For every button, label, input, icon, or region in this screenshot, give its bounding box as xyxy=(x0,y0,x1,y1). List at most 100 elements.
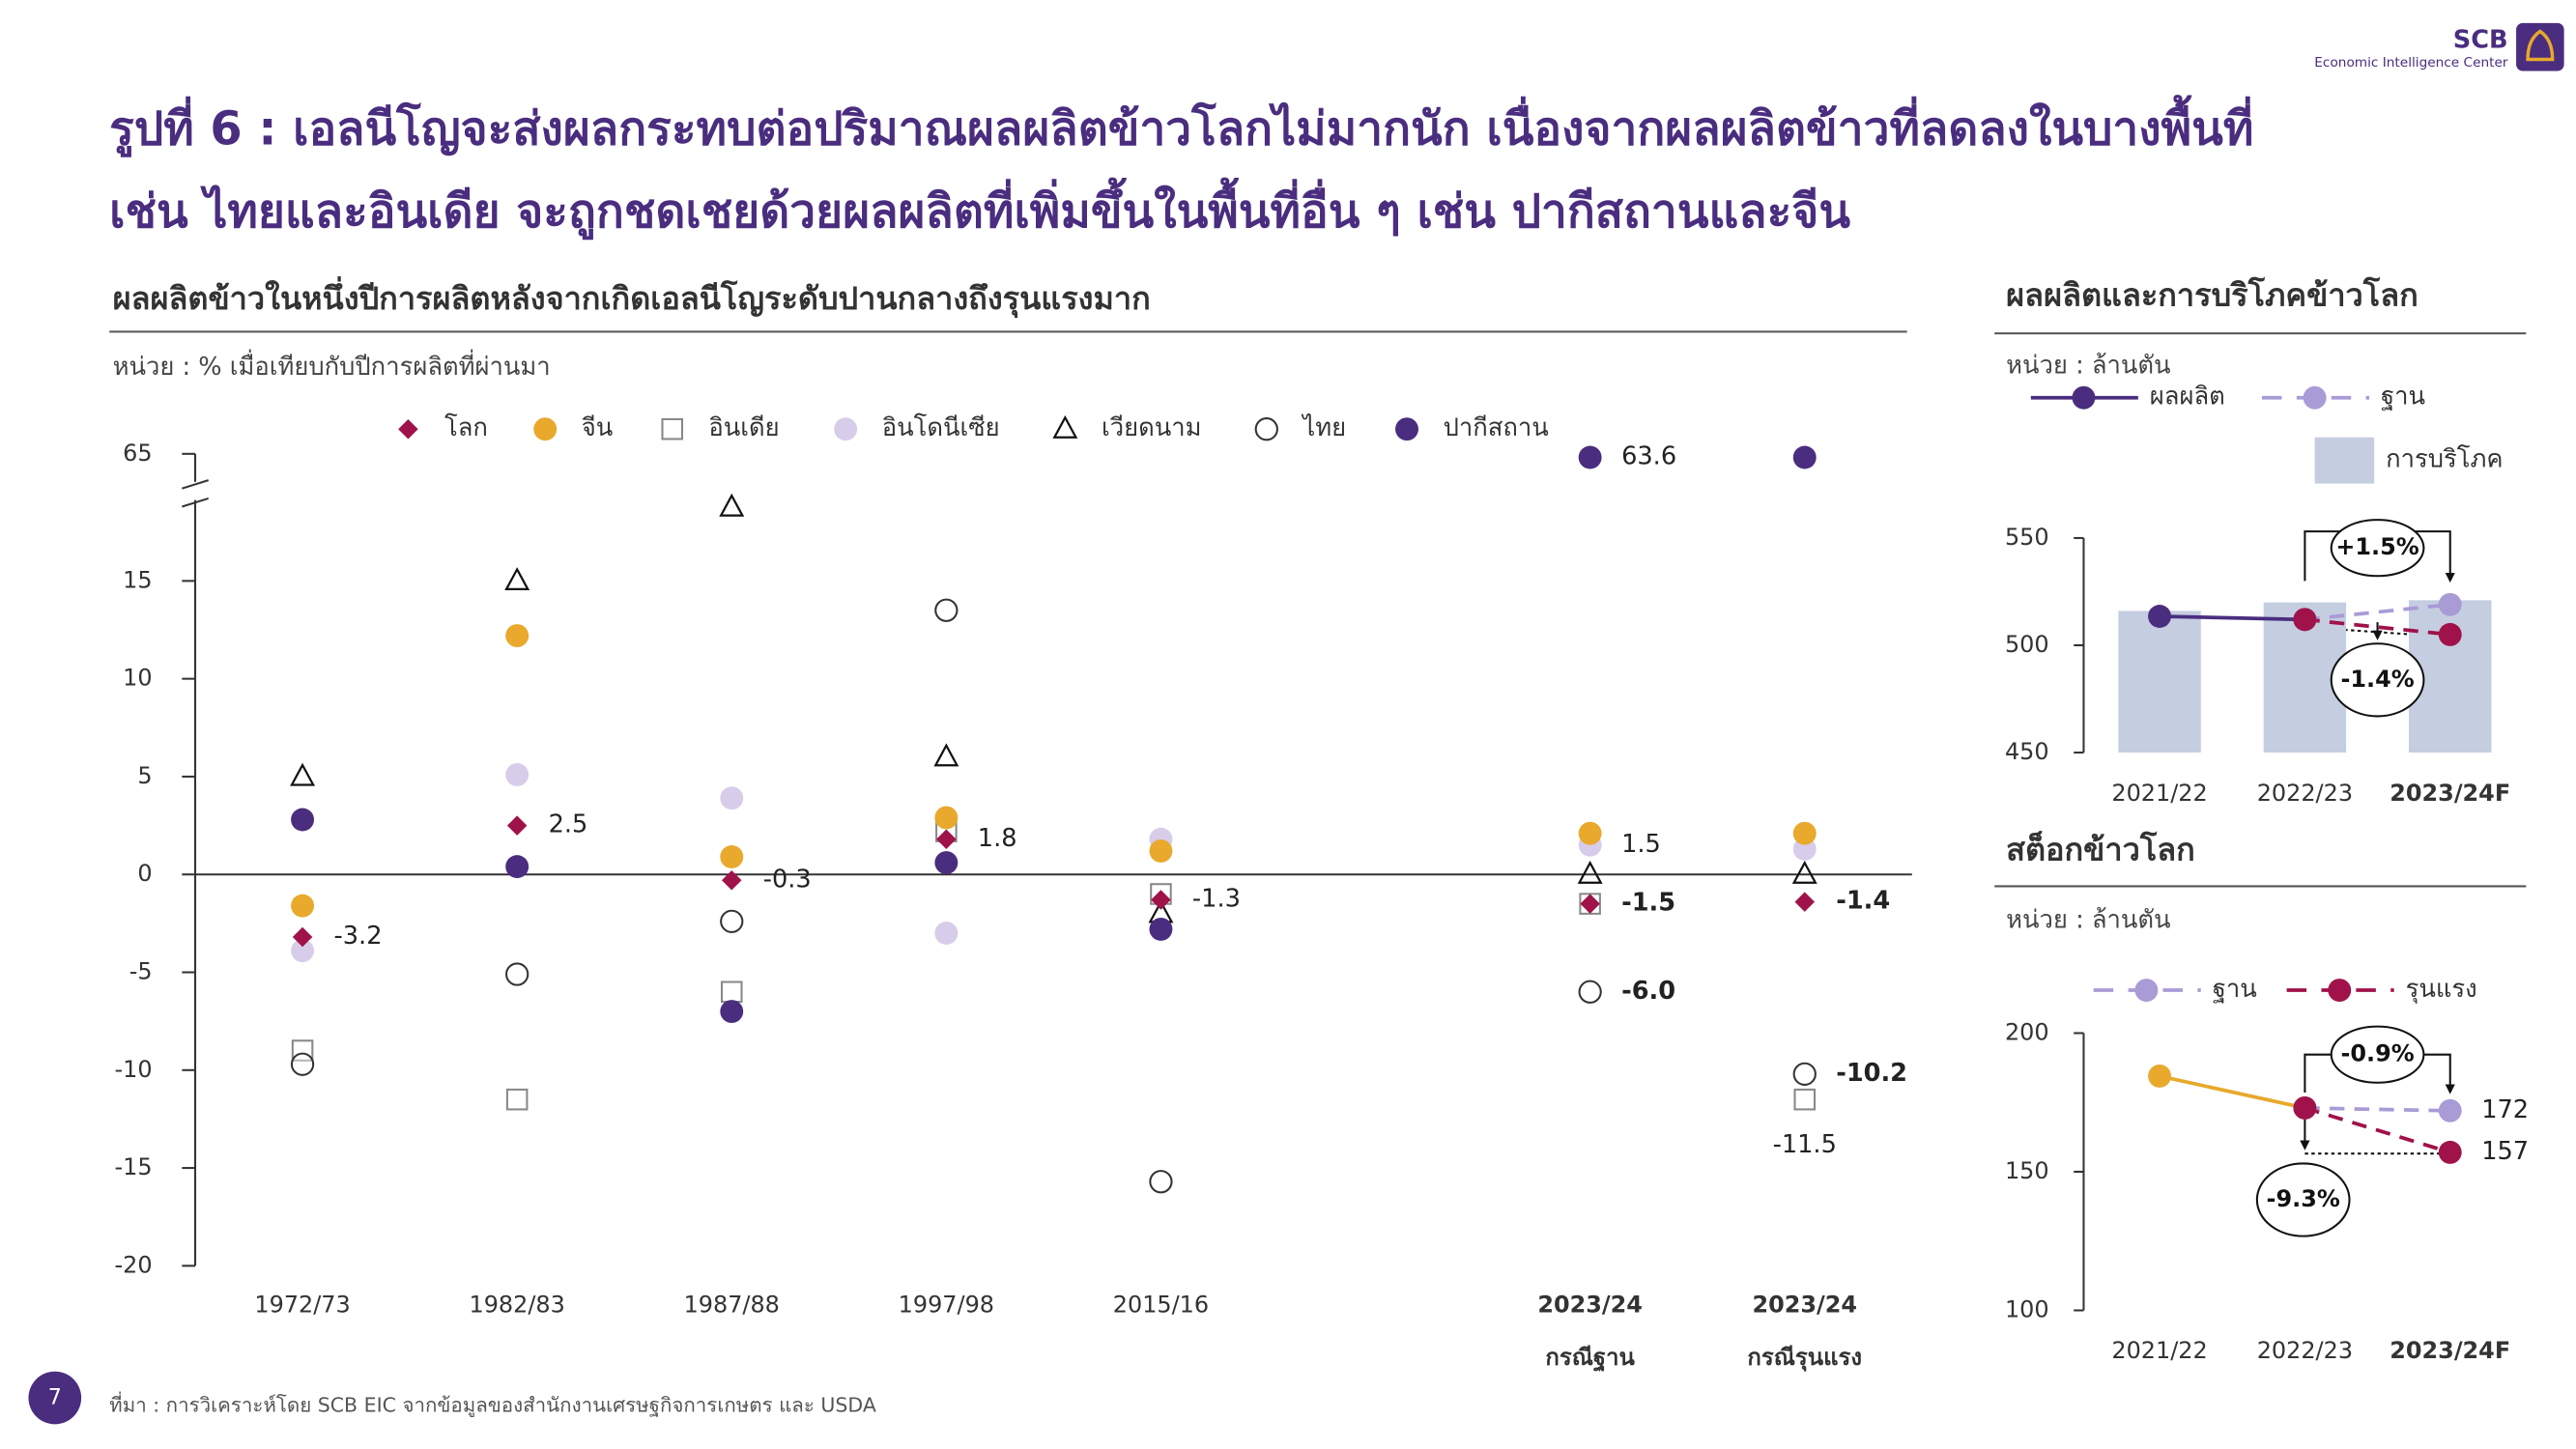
data-point xyxy=(505,855,530,879)
data-point xyxy=(720,1000,744,1023)
data-label: 2.5 xyxy=(549,810,588,839)
legend-marker xyxy=(2328,979,2352,1003)
data-point xyxy=(1577,860,1603,884)
data-label: -1.3 xyxy=(1192,885,1241,914)
annotation-bubble xyxy=(2255,1162,2351,1237)
x-tick-label: 2022/23 xyxy=(2257,780,2353,807)
title-line: รูปที่ 6 : เอลนีโญจะส่งผลกระทบต่อปริมาณผ… xyxy=(109,95,2253,158)
brand: SCB xyxy=(2453,26,2508,55)
data-point xyxy=(1149,917,1173,941)
data-point xyxy=(2148,605,2172,628)
data-point xyxy=(2438,622,2462,646)
annotation-bubble xyxy=(2330,519,2425,578)
data-point xyxy=(722,870,742,891)
legend-label: รุนแรง xyxy=(2406,975,2477,1004)
data-point xyxy=(933,743,959,767)
annotation: -9.3% xyxy=(2267,1185,2340,1212)
annotation: -1.4% xyxy=(2340,666,2414,693)
x-tick-label: 1987/88 xyxy=(684,1291,780,1318)
x-tick-label: 1982/83 xyxy=(469,1291,564,1318)
brand-sub: Economic Intelligence Center xyxy=(2314,55,2508,71)
data-point xyxy=(506,815,528,836)
data-point xyxy=(936,829,957,850)
y-tick-label: -15 xyxy=(115,1153,153,1180)
data-point xyxy=(505,624,530,648)
data-point xyxy=(504,567,530,591)
title-line: เช่น ไทยและอินเดีย จะถูกชดเชยด้วยผลผลิตท… xyxy=(109,177,1850,241)
x-tick-label: 2022/23 xyxy=(2257,1337,2353,1364)
y-tick-label: 450 xyxy=(2005,738,2049,765)
x-tick-label: 2023/24F xyxy=(2390,780,2510,807)
y-tick-label: 0 xyxy=(137,860,152,887)
data-point xyxy=(2148,1065,2172,1088)
data-point xyxy=(1794,892,1815,912)
x-tick-sublabel: กรณีรุนแรง xyxy=(1747,1344,1862,1372)
annotation-bubble xyxy=(2330,1025,2425,1084)
data-point xyxy=(1792,821,1817,845)
x-tick-label: 1972/73 xyxy=(254,1291,350,1318)
data-label: -1.4 xyxy=(1836,887,1890,916)
data-point xyxy=(1792,445,1817,469)
chart-title: ผลผลิตข้าวในหนึ่งปีการผลิตหลังจากเกิดเอล… xyxy=(113,276,1151,319)
data-point xyxy=(720,786,744,810)
data-point xyxy=(1149,838,1173,863)
chart-title: สต็อกข้าวโลก xyxy=(2006,831,2195,868)
unit: หน่วย : ล้านตัน xyxy=(2006,905,2170,934)
data-label: -11.5 xyxy=(1773,1130,1837,1159)
legend-marker xyxy=(2303,385,2327,410)
x-tick-label: 2023/24 xyxy=(1752,1291,1857,1318)
page-badge xyxy=(28,1371,82,1425)
data-point xyxy=(291,894,315,918)
data-label: 1.8 xyxy=(978,824,1017,853)
data-point xyxy=(1791,860,1818,884)
data-point xyxy=(934,598,959,622)
data-point xyxy=(505,962,530,986)
data-label: 1.5 xyxy=(1621,830,1661,859)
data-point xyxy=(2438,592,2462,616)
legend-swatch xyxy=(2314,437,2375,484)
legend-label: ปากีสถาน xyxy=(1444,413,1549,442)
legend-label: ผลผลิต xyxy=(2150,383,2225,412)
x-tick-sublabel: กรณีฐาน xyxy=(1545,1344,1635,1373)
logo-mark xyxy=(2526,29,2555,62)
data-point xyxy=(1792,1062,1817,1086)
legend-label: อินเดีย xyxy=(708,413,779,442)
data-label: -1.5 xyxy=(1621,889,1675,918)
y-tick-label: -10 xyxy=(115,1056,153,1083)
data-point xyxy=(720,909,744,933)
y-tick-label: 500 xyxy=(2005,631,2049,658)
x-tick-label: 2015/16 xyxy=(1113,1291,1209,1318)
legend-marker xyxy=(661,417,684,440)
x-tick-label: 2023/24 xyxy=(1537,1291,1643,1318)
legend-label: โลก xyxy=(444,413,488,442)
data-label: -10.2 xyxy=(1836,1059,1907,1088)
data-point xyxy=(720,845,744,868)
line xyxy=(2304,1106,2451,1154)
data-point xyxy=(1793,1088,1817,1111)
axis-break xyxy=(182,479,209,508)
y-tick-label: 100 xyxy=(2005,1295,2049,1322)
legend-marker xyxy=(398,418,418,440)
x-tick-label: 2021/22 xyxy=(2111,780,2207,807)
page-number: 7 xyxy=(48,1385,62,1410)
data-point xyxy=(505,762,530,786)
legend-label: ฐาน xyxy=(2213,975,2257,1004)
chart-title: ผลผลิตและการบริโภคข้าวโลก xyxy=(2006,276,2419,314)
line xyxy=(2304,1106,2450,1113)
legend-label: เวียดนาม xyxy=(1102,413,1202,442)
legend-marker xyxy=(2072,385,2096,410)
data-point xyxy=(1149,1170,1173,1194)
y-tick-label: 65 xyxy=(123,440,152,467)
data-point xyxy=(720,980,743,1004)
y-tick-label: -20 xyxy=(115,1251,153,1278)
data-point xyxy=(2293,1096,2317,1120)
legend-marker xyxy=(533,417,558,441)
bar xyxy=(2118,611,2201,753)
x-tick-label: 2023/24F xyxy=(2390,1337,2510,1364)
source: ที่มา : การวิเคราะห์โดย SCB EIC จากข้อมู… xyxy=(109,1392,876,1418)
line xyxy=(2159,1074,2305,1110)
data-point xyxy=(292,926,313,948)
annotation-bubble xyxy=(2330,642,2425,718)
unit: หน่วย : % เมื่อเทียบกับปีการผลิตที่ผ่านม… xyxy=(113,349,551,382)
x-tick-label: 2021/22 xyxy=(2111,1337,2207,1364)
